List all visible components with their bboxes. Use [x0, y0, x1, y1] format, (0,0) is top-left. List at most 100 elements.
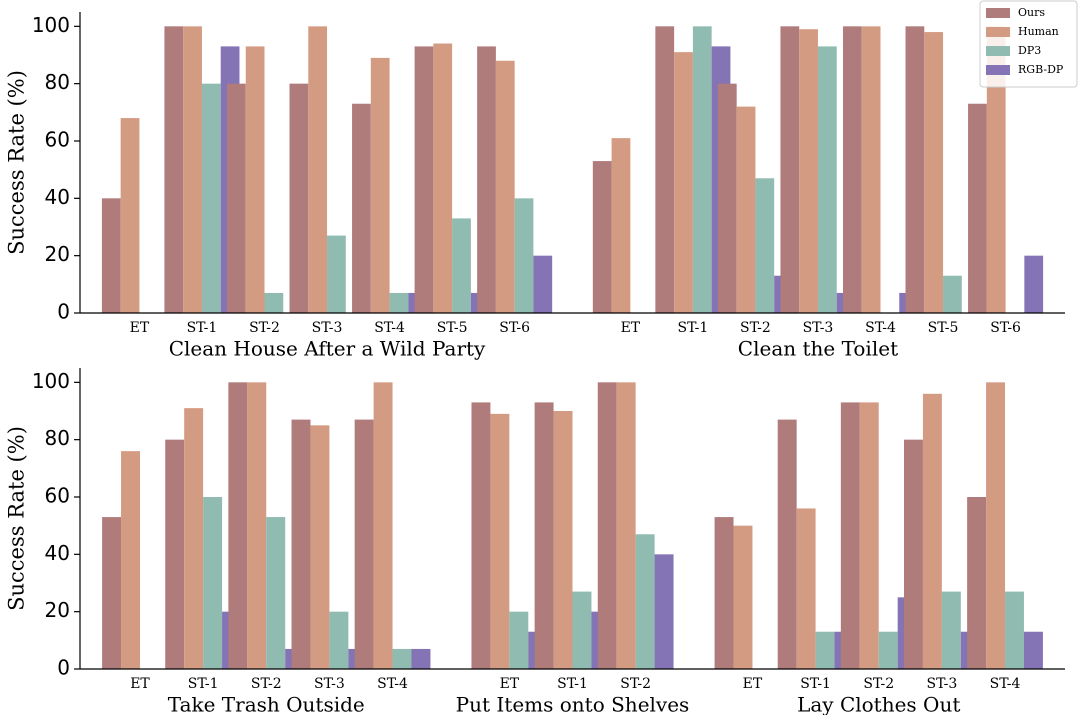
group-label: Put Items onto Shelves: [456, 693, 690, 715]
bar: [183, 26, 202, 313]
bar: [796, 508, 816, 669]
x-tick-label: ST-1: [678, 320, 709, 336]
bar: [572, 591, 592, 669]
bar: [968, 103, 987, 313]
bar: [373, 382, 393, 669]
bar: [352, 103, 371, 313]
bar: [815, 631, 835, 669]
y-tick-label: 40: [45, 541, 70, 565]
bar: [733, 525, 753, 669]
bar: [245, 46, 265, 314]
legend-label: DP3: [1018, 44, 1041, 57]
x-tick-label: ST-4: [865, 320, 896, 336]
x-tick-label: ST-1: [557, 676, 588, 692]
bar: [495, 60, 515, 313]
bar: [509, 611, 529, 669]
bar: [327, 235, 346, 313]
y-tick-label: 0: [57, 656, 70, 680]
bar: [1023, 631, 1043, 669]
bar: [184, 408, 204, 669]
bar: [266, 517, 286, 669]
bar: [392, 648, 412, 669]
group-label: Lay Clothes Out: [797, 693, 960, 715]
y-tick-label: 60: [45, 484, 70, 508]
y-tick-label: 80: [45, 426, 70, 450]
bar: [102, 517, 122, 669]
bar: [164, 26, 184, 313]
x-tick-label: ST-3: [803, 320, 834, 336]
bar: [986, 382, 1006, 669]
y-tick-label: 80: [45, 70, 70, 94]
bar: [308, 26, 328, 313]
x-tick-label: ET: [743, 676, 763, 692]
legend-label: Human: [1018, 25, 1059, 38]
x-tick-label: ET: [130, 676, 150, 692]
x-tick-label: ST-6: [499, 320, 530, 336]
bar: [289, 83, 309, 314]
group-label: Clean House After a Wild Party: [169, 337, 486, 361]
y-tick-label: 40: [45, 185, 70, 209]
bar: [597, 382, 617, 669]
bar: [777, 419, 797, 669]
bar: [553, 411, 573, 669]
x-tick-label: ET: [130, 320, 150, 336]
bar: [635, 534, 655, 669]
bar: [941, 591, 961, 669]
bar: [878, 631, 898, 669]
bar: [592, 161, 612, 313]
x-tick-label: ST-2: [740, 320, 771, 336]
bar: [924, 32, 944, 314]
bar: [654, 554, 674, 669]
bar: [433, 43, 453, 314]
bar: [903, 439, 923, 669]
x-tick-label: ST-1: [188, 676, 219, 692]
bar: [986, 26, 1006, 313]
bar: [101, 198, 121, 313]
bar: [291, 419, 311, 669]
bar: [780, 26, 800, 313]
bar: [329, 611, 349, 669]
bar: [674, 52, 693, 314]
y-tick-label: 20: [45, 598, 70, 622]
bar: [471, 402, 491, 669]
y-tick-label: 0: [57, 300, 70, 324]
bar: [943, 275, 962, 313]
bar: [717, 83, 737, 314]
legend-swatch: [986, 46, 1010, 56]
bar: [201, 83, 221, 314]
bar: [354, 419, 374, 669]
bar: [414, 46, 434, 314]
x-tick-label: ST-3: [926, 676, 957, 692]
bar: [967, 497, 987, 669]
x-tick-label: ST-4: [990, 676, 1021, 692]
bar: [389, 292, 409, 313]
x-tick-label: ST-6: [990, 320, 1021, 336]
bar: [452, 218, 471, 313]
x-tick-label: ST-2: [249, 320, 280, 336]
x-tick-label: ST-2: [620, 676, 651, 692]
bar: [310, 425, 330, 669]
bar: [611, 138, 631, 313]
x-tick-label: ST-3: [314, 676, 345, 692]
legend-label: Ours: [1018, 6, 1045, 19]
bar: [1005, 591, 1024, 669]
legend-label: RGB-DP: [1018, 63, 1064, 76]
legend-swatch: [986, 27, 1010, 37]
bar: [755, 178, 775, 313]
legend-swatch: [986, 65, 1010, 75]
bar: [477, 46, 496, 314]
x-tick-label: ET: [500, 676, 520, 692]
x-tick-label: ST-4: [377, 676, 408, 692]
bar: [840, 402, 860, 669]
bar: [533, 255, 553, 313]
bar: [534, 402, 554, 669]
x-tick-label: ST-2: [251, 676, 282, 692]
x-tick-label: ST-1: [187, 320, 218, 336]
legend-swatch: [986, 8, 1010, 18]
bar: [905, 26, 925, 313]
y-axis-label: Success Rate (%): [5, 70, 29, 255]
x-tick-label: ST-1: [800, 676, 831, 692]
y-tick-label: 20: [45, 242, 70, 266]
bar: [922, 393, 942, 669]
